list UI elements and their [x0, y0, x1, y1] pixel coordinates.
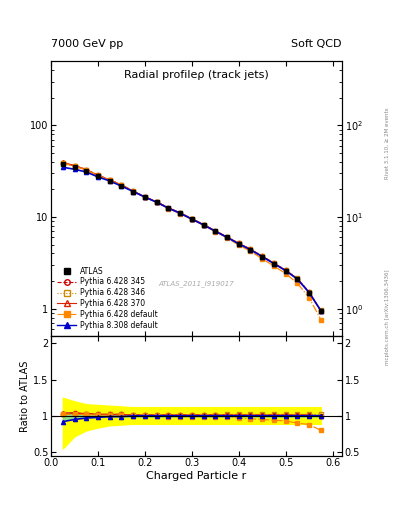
- Legend: ATLAS, Pythia 6.428 345, Pythia 6.428 346, Pythia 6.428 370, Pythia 6.428 defaul: ATLAS, Pythia 6.428 345, Pythia 6.428 34…: [55, 264, 160, 332]
- Text: Soft QCD: Soft QCD: [292, 38, 342, 49]
- Text: ATLAS_2011_I919017: ATLAS_2011_I919017: [159, 280, 234, 287]
- Y-axis label: Ratio to ATLAS: Ratio to ATLAS: [20, 360, 30, 432]
- Text: Rivet 3.1.10, ≥ 2M events: Rivet 3.1.10, ≥ 2M events: [385, 108, 389, 179]
- Text: Radial profileρ (track jets): Radial profileρ (track jets): [124, 70, 269, 80]
- Text: 7000 GeV pp: 7000 GeV pp: [51, 38, 123, 49]
- X-axis label: Charged Particle r: Charged Particle r: [146, 471, 247, 481]
- Text: mcplots.cern.ch [arXiv:1306.3436]: mcplots.cern.ch [arXiv:1306.3436]: [385, 270, 389, 365]
